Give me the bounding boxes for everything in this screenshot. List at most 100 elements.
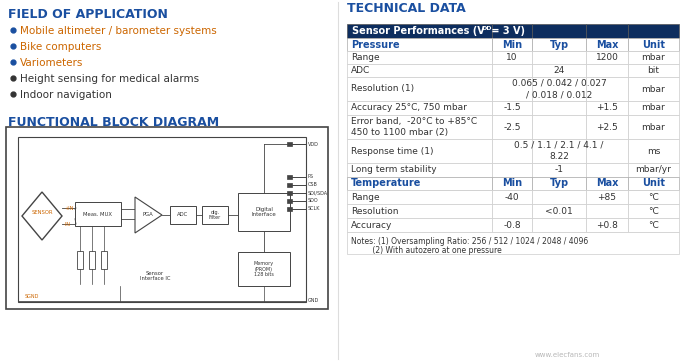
Bar <box>347 38 492 51</box>
Bar <box>628 218 679 232</box>
Bar <box>628 139 679 163</box>
Text: Temperature: Temperature <box>351 178 421 189</box>
Text: SENSOR: SENSOR <box>32 210 53 214</box>
Text: Accuracy 25°C, 750 mbar: Accuracy 25°C, 750 mbar <box>351 103 467 112</box>
Text: mbar: mbar <box>642 103 665 112</box>
Text: Min: Min <box>502 40 522 50</box>
Bar <box>586 218 628 232</box>
Bar <box>532 64 586 77</box>
Text: = 3 V): = 3 V) <box>488 26 525 36</box>
Bar <box>347 218 492 232</box>
Bar <box>347 190 492 204</box>
Text: Typ: Typ <box>549 178 569 189</box>
Bar <box>532 38 586 51</box>
Polygon shape <box>135 197 162 233</box>
Bar <box>6 127 328 309</box>
Bar <box>347 163 492 177</box>
Bar <box>287 142 292 146</box>
Bar <box>628 115 679 139</box>
Bar <box>586 139 628 163</box>
Text: Variometers: Variometers <box>20 58 84 68</box>
Bar <box>347 139 492 163</box>
Bar <box>347 232 679 254</box>
Bar <box>170 206 196 224</box>
Bar <box>238 252 290 286</box>
Bar <box>18 137 306 302</box>
Text: PS: PS <box>308 174 314 179</box>
Text: Max: Max <box>596 40 618 50</box>
Text: mbar: mbar <box>642 84 665 94</box>
Bar <box>532 190 586 204</box>
Bar <box>492 64 532 77</box>
Text: Response time (1): Response time (1) <box>351 146 434 155</box>
Bar <box>287 199 292 203</box>
Bar <box>492 24 532 38</box>
Text: Min: Min <box>502 178 522 189</box>
Text: TECHNICAL DATA: TECHNICAL DATA <box>347 2 466 15</box>
Text: mbar: mbar <box>642 53 665 62</box>
Bar <box>492 190 532 204</box>
Text: -40: -40 <box>505 193 519 202</box>
Text: CSB: CSB <box>308 182 318 187</box>
Bar <box>628 51 679 64</box>
Text: mbar/yr: mbar/yr <box>636 166 671 174</box>
Text: Unit: Unit <box>642 40 665 50</box>
Bar <box>347 24 492 38</box>
Text: FIELD OF APPLICATION: FIELD OF APPLICATION <box>8 8 168 21</box>
Bar <box>586 51 628 64</box>
Text: Digital
Interface: Digital Interface <box>251 207 276 217</box>
Text: SDI/SDA: SDI/SDA <box>308 190 328 195</box>
Bar <box>492 163 532 177</box>
Text: Sensor
Interface IC: Sensor Interface IC <box>140 270 171 281</box>
Text: -1.5: -1.5 <box>503 103 521 112</box>
Text: °C: °C <box>648 221 659 229</box>
Bar <box>492 115 532 139</box>
Text: bit: bit <box>647 66 660 75</box>
Text: Max: Max <box>596 178 618 189</box>
Text: PGA: PGA <box>142 213 153 218</box>
Text: (2) With autozero at one pressure: (2) With autozero at one pressure <box>351 246 501 255</box>
Bar <box>532 139 586 163</box>
Bar <box>347 177 492 190</box>
Bar <box>628 190 679 204</box>
Bar <box>492 177 532 190</box>
Bar <box>586 77 628 101</box>
Text: -IN: -IN <box>64 222 71 226</box>
Bar <box>586 177 628 190</box>
Text: -1: -1 <box>554 166 564 174</box>
Text: Mobile altimeter / barometer systems: Mobile altimeter / barometer systems <box>20 26 216 36</box>
Text: Typ: Typ <box>549 40 569 50</box>
Bar <box>586 38 628 51</box>
Bar <box>586 190 628 204</box>
Text: Memory
(PROM)
128 bits: Memory (PROM) 128 bits <box>254 261 274 277</box>
Text: +IN: +IN <box>64 206 73 210</box>
Text: SDO: SDO <box>308 198 319 203</box>
Bar <box>586 101 628 115</box>
Bar <box>287 183 292 187</box>
Bar <box>347 204 492 218</box>
Text: 10: 10 <box>506 53 518 62</box>
Text: SCLK: SCLK <box>308 206 321 211</box>
Text: +85: +85 <box>597 193 617 202</box>
Bar <box>628 177 679 190</box>
Bar <box>287 207 292 211</box>
Polygon shape <box>22 192 62 240</box>
Bar <box>77 251 83 269</box>
Bar <box>532 77 586 101</box>
Bar <box>532 24 586 38</box>
Text: Pressure: Pressure <box>351 40 399 50</box>
Bar <box>347 101 492 115</box>
Bar <box>492 204 532 218</box>
Text: ADC: ADC <box>177 213 188 218</box>
Bar <box>532 163 586 177</box>
Text: -0.8: -0.8 <box>503 221 521 229</box>
Text: Resolution: Resolution <box>351 206 399 215</box>
Text: 0.065 / 0.042 / 0.027
/ 0.018 / 0.012: 0.065 / 0.042 / 0.027 / 0.018 / 0.012 <box>512 79 606 99</box>
Bar <box>287 175 292 179</box>
Text: Unit: Unit <box>642 178 665 189</box>
Text: FUNCTIONAL BLOCK DIAGRAM: FUNCTIONAL BLOCK DIAGRAM <box>8 116 219 129</box>
Text: DD: DD <box>481 27 492 32</box>
Text: Meas. MUX: Meas. MUX <box>84 211 112 217</box>
Text: mbar: mbar <box>642 123 665 131</box>
Bar <box>586 24 628 38</box>
